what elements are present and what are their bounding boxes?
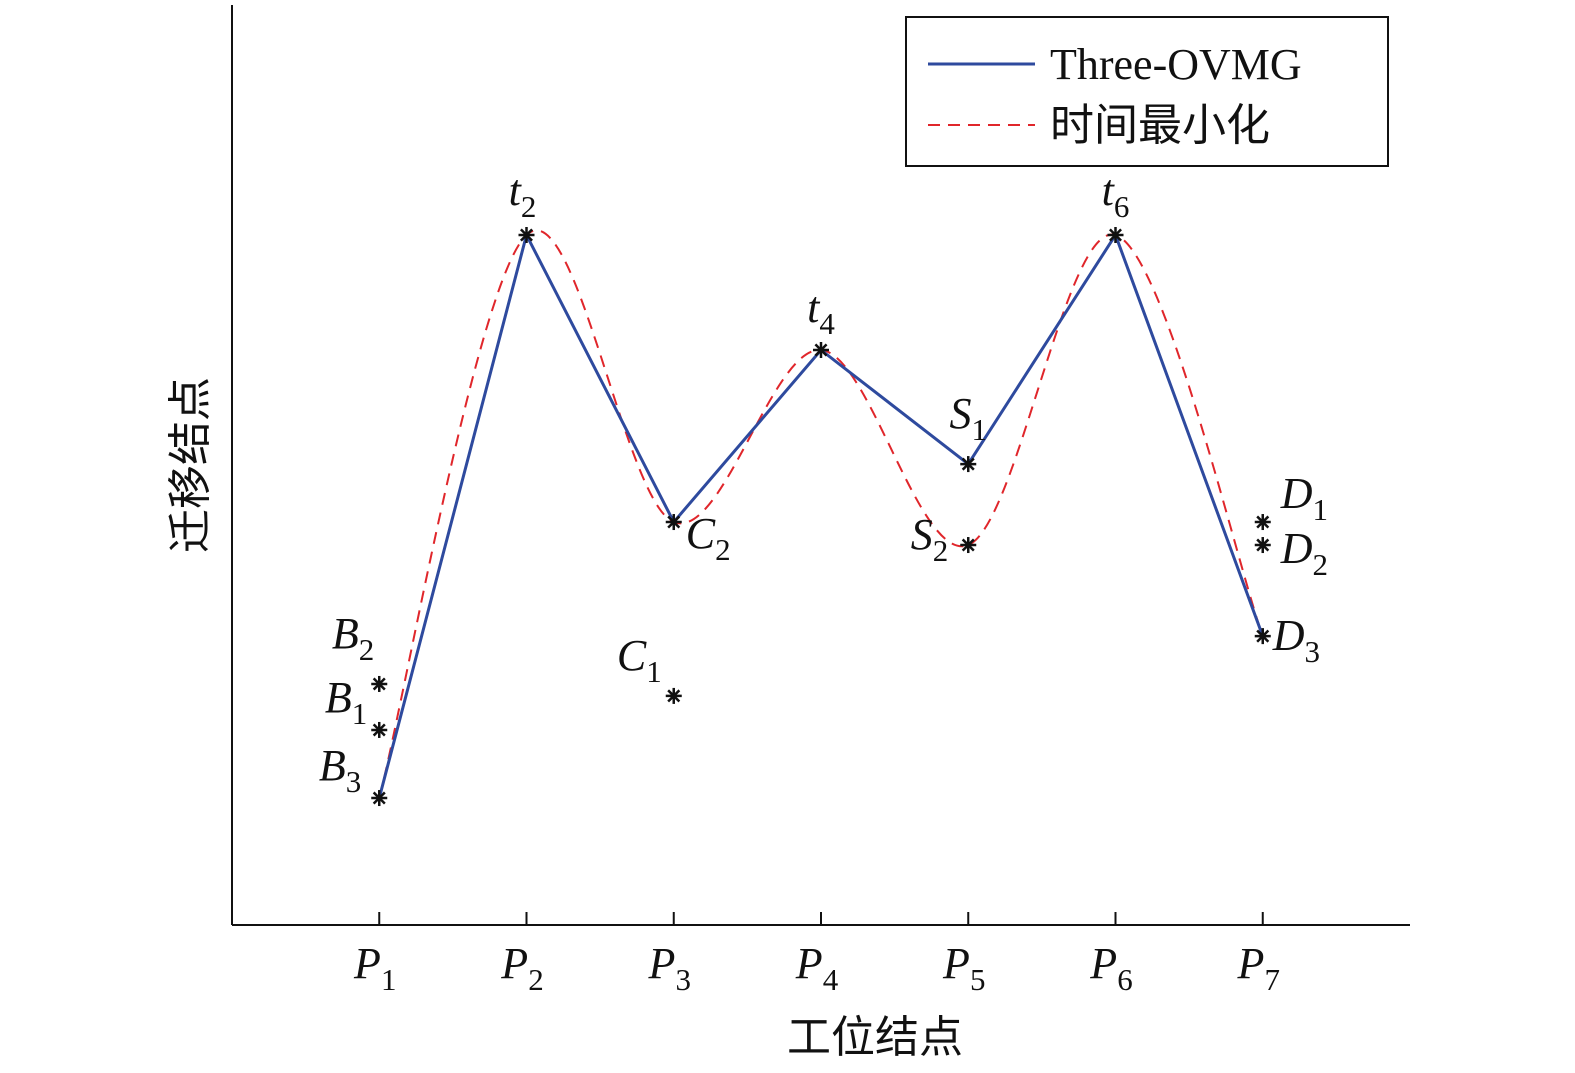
point-label: S1 bbox=[950, 389, 988, 447]
marker-stroke bbox=[667, 515, 681, 529]
point-marker bbox=[518, 227, 535, 243]
point-marker bbox=[371, 675, 388, 692]
point-marker bbox=[1107, 227, 1124, 243]
point-marker bbox=[1254, 514, 1271, 531]
marker-stroke bbox=[1109, 228, 1122, 242]
point-label: B2 bbox=[332, 609, 374, 667]
marker-stroke bbox=[961, 457, 975, 471]
marker-stroke bbox=[520, 228, 533, 242]
point-label: D1 bbox=[1280, 469, 1328, 527]
marker-stroke bbox=[961, 538, 975, 552]
point-label: t4 bbox=[807, 283, 835, 341]
x-tick-label: P1 bbox=[353, 939, 396, 997]
x-tick-label: P6 bbox=[1089, 939, 1132, 997]
point-label: D2 bbox=[1280, 524, 1328, 582]
point-marker bbox=[371, 721, 388, 738]
point-marker bbox=[1254, 537, 1271, 554]
point-label: C1 bbox=[617, 631, 662, 689]
point-label: B3 bbox=[319, 741, 361, 799]
x-tick-label: P7 bbox=[1237, 939, 1280, 997]
point-marker bbox=[960, 456, 977, 473]
y-axis-label: 迁移结点 bbox=[166, 377, 215, 553]
marker-stroke bbox=[1256, 538, 1270, 552]
marker-stroke bbox=[1256, 515, 1270, 529]
point-label: t2 bbox=[509, 166, 537, 224]
legend-box bbox=[905, 16, 1389, 167]
point-label: D3 bbox=[1272, 611, 1320, 669]
point-label: t6 bbox=[1102, 166, 1130, 224]
point-marker bbox=[1254, 628, 1271, 645]
point-marker bbox=[813, 342, 829, 358]
point-marker bbox=[665, 514, 682, 531]
x-tick-label: P3 bbox=[648, 939, 691, 997]
point-label: S2 bbox=[911, 510, 949, 568]
marker-stroke bbox=[814, 343, 828, 357]
marker-stroke bbox=[372, 723, 386, 737]
legend-label: Three-OVMG bbox=[1050, 40, 1302, 89]
marker-stroke bbox=[1256, 629, 1270, 643]
marker-stroke bbox=[667, 689, 681, 703]
point-marker bbox=[665, 687, 682, 704]
x-tick-label: P2 bbox=[500, 939, 543, 997]
x-axis-label: 工位结点 bbox=[787, 1013, 963, 1062]
x-tick-label: P5 bbox=[942, 939, 985, 997]
legend-label: 时间最小化 bbox=[1050, 101, 1270, 150]
x-tick-label: P4 bbox=[795, 939, 839, 997]
point-label: C2 bbox=[686, 509, 731, 567]
point-marker bbox=[371, 790, 388, 807]
point-label: B1 bbox=[325, 673, 367, 731]
point-marker bbox=[960, 537, 977, 554]
marker-stroke bbox=[372, 791, 386, 805]
marker-stroke bbox=[372, 677, 386, 691]
